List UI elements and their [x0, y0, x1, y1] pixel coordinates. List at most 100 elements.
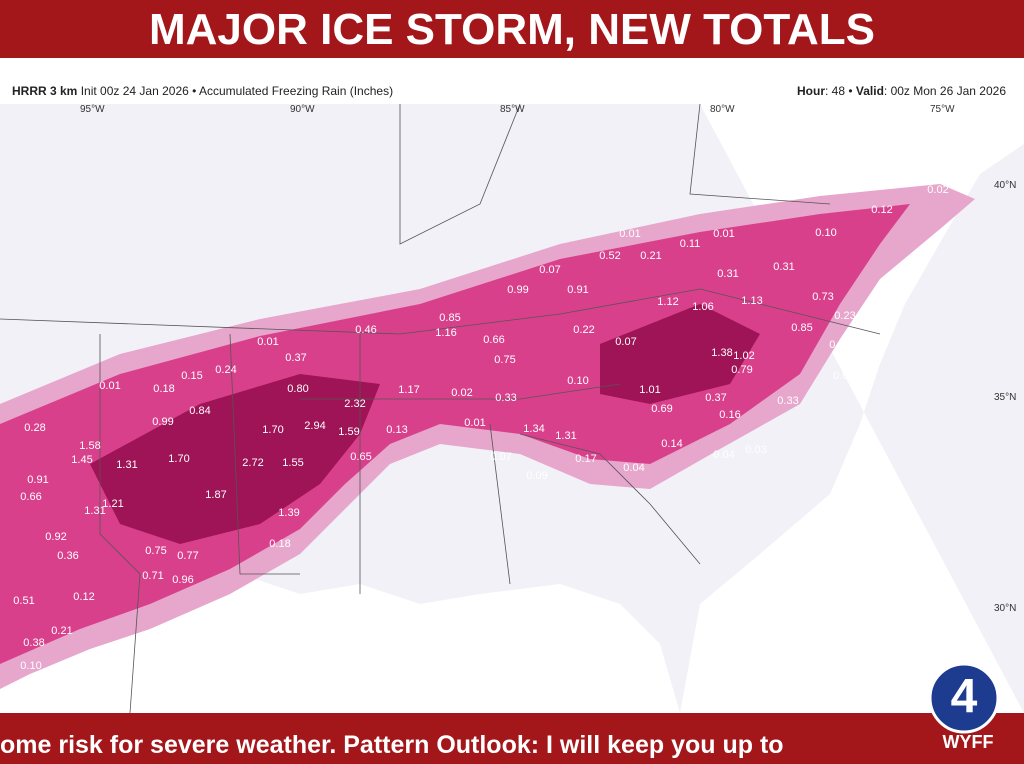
freezing-rain-total: 0.79: [731, 364, 752, 376]
freezing-rain-total: 0.04: [713, 449, 734, 461]
hour: : 48 •: [825, 84, 856, 98]
freezing-rain-total: 0.10: [20, 660, 41, 672]
freezing-rain-total: 1.31: [555, 430, 576, 442]
freezing-rain-total: 1.17: [398, 384, 419, 396]
freezing-rain-total: 1.87: [205, 489, 226, 501]
freezing-rain-total: 0.52: [599, 250, 620, 262]
border: [519, 433, 701, 565]
freezing-rain-total: 0.07: [490, 451, 511, 463]
freezing-rain-total: 0.01: [619, 228, 640, 240]
freezing-rain-total: 0.01: [464, 417, 485, 429]
border: [689, 104, 831, 205]
freezing-rain-total: 1.38: [711, 347, 732, 359]
longitude-label: 95°W: [80, 104, 105, 115]
description: Init 00z 24 Jan 2026 • Accumulated Freez…: [80, 84, 394, 98]
freezing-rain-total: 0.91: [27, 474, 48, 486]
freezing-rain-total: 0.02: [927, 184, 948, 196]
freezing-rain-total: 1.70: [262, 424, 283, 436]
valid-label: Valid: [855, 84, 884, 98]
border: [489, 423, 511, 585]
freezing-rain-total: 0.85: [439, 312, 460, 324]
freezing-rain-total: 0.73: [812, 291, 833, 303]
freezing-rain-total: 0.07: [539, 264, 560, 276]
valid: : 00z Mon 26 Jan 2026: [883, 84, 1006, 98]
model: HRRR 3 km: [12, 84, 78, 98]
freezing-rain-total: 1.55: [282, 457, 303, 469]
freezing-rain-total: 0.22: [573, 324, 594, 336]
freezing-rain-total: 0.36: [57, 550, 78, 562]
freezing-rain-total: 2.32: [344, 398, 365, 410]
freezing-rain-total: 0.14: [661, 438, 682, 450]
freezing-rain-total: 0.10: [815, 227, 836, 239]
ticker-text: ome risk for severe weather. Pattern Out…: [0, 731, 784, 759]
logo-station: WYFF: [943, 732, 994, 752]
border: [300, 383, 621, 400]
freezing-rain-total: 0.96: [172, 574, 193, 586]
freezing-rain-total: 0.77: [177, 550, 198, 562]
freezing-rain-total: 0.28: [24, 422, 45, 434]
freezing-rain-total: 1.45: [71, 454, 92, 466]
freezing-rain-total: 0.03: [745, 444, 766, 456]
ticker: ome risk for severe weather. Pattern Out…: [0, 713, 1024, 764]
freezing-rain-total: 0.21: [51, 625, 72, 637]
border: [229, 333, 300, 575]
freezing-rain-total: 0.09: [526, 470, 547, 482]
map-header: HRRR 3 km Init 00z 24 Jan 2026 • Accumul…: [0, 58, 1024, 104]
freezing-rain-total: 0.80: [287, 383, 308, 395]
border: [99, 334, 141, 713]
headline: MAJOR ICE STORM, NEW TOTALS: [0, 0, 1024, 58]
state-lines: [0, 104, 881, 713]
freezing-rain-total: 0.37: [705, 392, 726, 404]
latitude-label: 30°N: [994, 603, 1016, 614]
freezing-rain-total: 0.12: [73, 591, 94, 603]
longitude-label: 85°W: [500, 104, 525, 115]
freezing-rain-total: 0.01: [99, 380, 120, 392]
freezing-rain-total: 0.18: [269, 538, 290, 550]
freezing-rain-total: 1.34: [523, 423, 544, 435]
freezing-rain-total: 0.04: [623, 462, 644, 474]
logo-number: 4: [951, 671, 978, 724]
freezing-rain-total: 0.17: [575, 453, 596, 465]
freezing-rain-total: 0.11: [680, 238, 701, 250]
latitude-label: 40°N: [994, 180, 1016, 191]
freezing-rain-total: 0.16: [719, 409, 740, 421]
freezing-rain-total: 1.39: [278, 507, 299, 519]
freezing-rain-total: 0.91: [567, 284, 588, 296]
freezing-rain-total: 0.01: [713, 228, 734, 240]
freezing-rain-total: 1.12: [657, 296, 678, 308]
model-line: HRRR 3 km Init 00z 24 Jan 2026 • Accumul…: [12, 84, 393, 98]
freezing-rain-total: 0.75: [145, 545, 166, 557]
freezing-rain-total: 1.06: [692, 301, 713, 313]
freezing-rain-total: 1.13: [741, 295, 762, 307]
logo: 4 WYFF: [928, 662, 1000, 752]
ocean: [680, 104, 1024, 713]
freezing-rain-total: 1.59: [338, 426, 359, 438]
ice-heavy: [90, 304, 760, 544]
freezing-rain-total: 0.07: [615, 336, 636, 348]
freezing-rain-total: 0.92: [45, 531, 66, 543]
freezing-rain-total: 2.94: [304, 420, 325, 432]
freezing-rain-total: 0.01: [833, 370, 854, 382]
freezing-rain-total: 0.10: [567, 375, 588, 387]
freezing-rain-total: 0.31: [717, 268, 738, 280]
freezing-rain-total: 1.70: [168, 453, 189, 465]
freezing-rain-total: 0.15: [181, 370, 202, 382]
freezing-rain-total: 0.99: [152, 416, 173, 428]
freezing-rain-total: 1.31: [116, 459, 137, 471]
freezing-rain-total: 0.75: [494, 354, 515, 366]
freezing-rain-total: 0.51: [13, 595, 34, 607]
latitude-label: 35°N: [994, 392, 1016, 403]
freezing-rain-total: 1.21: [102, 498, 123, 510]
longitude-label: 90°W: [290, 104, 315, 115]
freezing-rain-total: 0.13: [386, 424, 407, 436]
map: 95°W 90°W 85°W 80°W 75°W 40°N 35°N 30°N 0.02 0.12…: [0, 104, 1024, 713]
freezing-rain-total: 1.16: [435, 327, 456, 339]
freezing-rain-total: 0.24: [215, 364, 236, 376]
freezing-rain-total: 0.99: [507, 284, 528, 296]
freezing-rain-total: 0.02: [451, 387, 472, 399]
freezing-rain-total: 0.25: [829, 339, 850, 351]
freezing-rain-total: 0.66: [20, 491, 41, 503]
freezing-rain-total: 0.37: [285, 352, 306, 364]
longitude-label: 75°W: [930, 104, 955, 115]
